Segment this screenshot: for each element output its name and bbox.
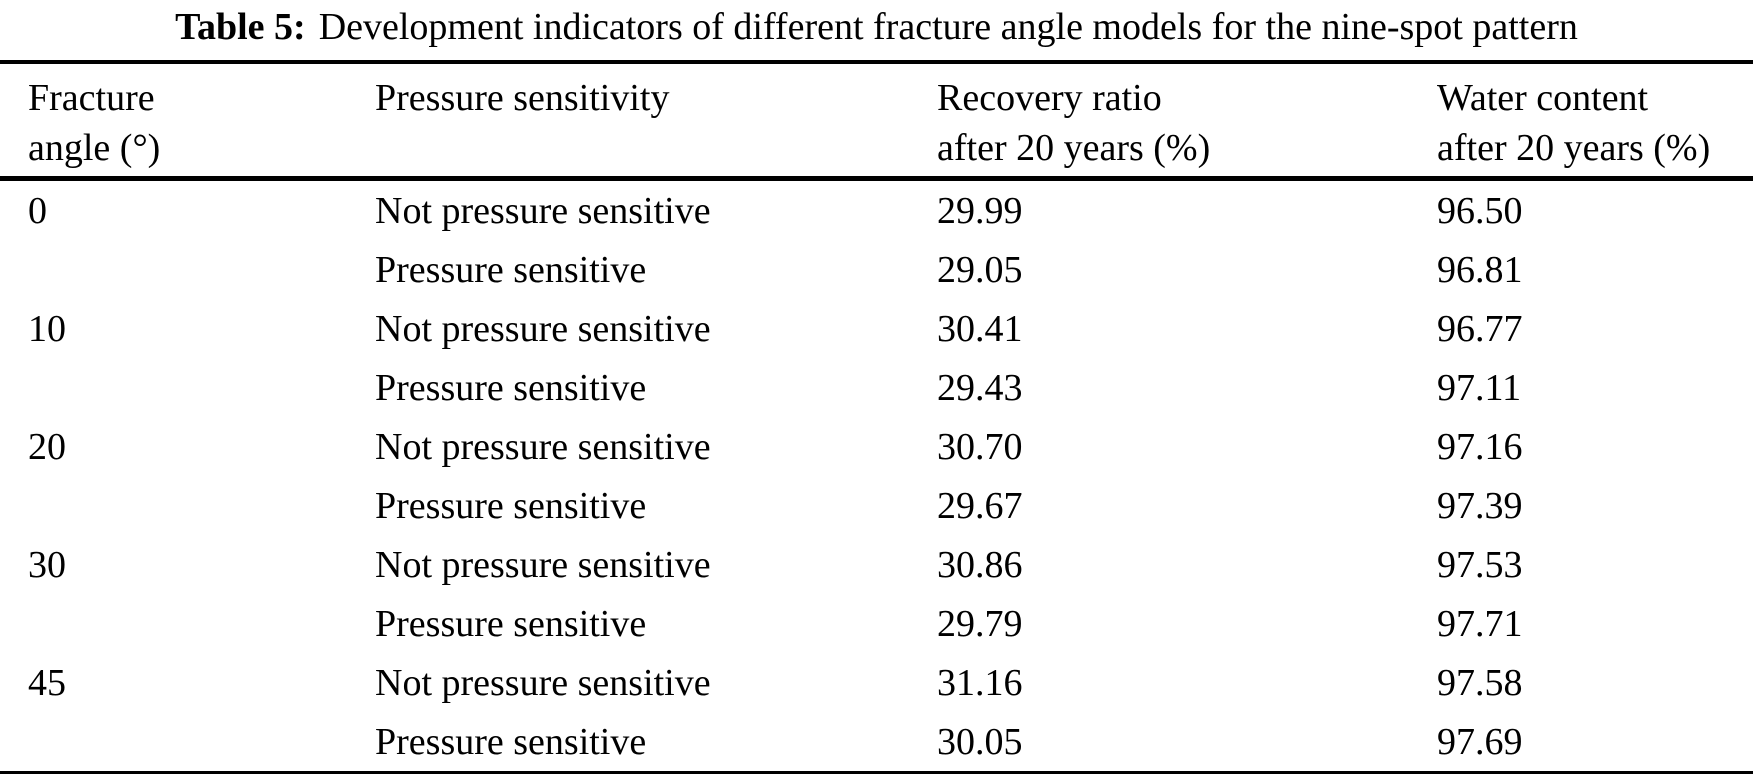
header-water-content-line2: after 20 years (%) bbox=[1437, 127, 1711, 169]
header-water-content-line1: Water content bbox=[1437, 77, 1649, 119]
table-cell bbox=[0, 712, 375, 774]
table-row: 45 Not pressure sensitive 31.16 97.58 bbox=[0, 653, 1753, 712]
table-cell: Pressure sensitive bbox=[375, 484, 647, 527]
table-cell: 96.81 bbox=[1437, 248, 1523, 291]
table-row: Pressure sensitive 29.05 96.81 bbox=[0, 240, 1753, 299]
table-row: 0 Not pressure sensitive 29.99 96.50 bbox=[0, 179, 1753, 241]
table-cell: 29.67 bbox=[937, 484, 1023, 527]
table-cell: Not pressure sensitive bbox=[375, 425, 711, 468]
table-cell: 10 bbox=[28, 307, 66, 350]
header-recovery-ratio-line1: Recovery ratio bbox=[937, 77, 1162, 119]
header-pressure-sensitivity: Pressure sensitivity bbox=[375, 62, 937, 181]
header-row: Fracture angle (°) Pressure sensitivity … bbox=[0, 62, 1753, 181]
table-cell: 97.11 bbox=[1437, 366, 1522, 409]
table-cell: 97.69 bbox=[1437, 720, 1523, 763]
table-row: Pressure sensitive 29.43 97.11 bbox=[0, 358, 1753, 417]
table-cell: Pressure sensitive bbox=[375, 366, 647, 409]
table-cell: 29.43 bbox=[937, 366, 1023, 409]
table-cell: Not pressure sensitive bbox=[375, 661, 711, 704]
header-pressure-sensitivity-line1: Pressure sensitivity bbox=[375, 77, 670, 119]
table-caption-number: Table 5: bbox=[175, 6, 306, 48]
table-row: Pressure sensitive 29.67 97.39 bbox=[0, 476, 1753, 535]
table-cell: 30 bbox=[28, 543, 66, 586]
table-row: 30 Not pressure sensitive 30.86 97.53 bbox=[0, 535, 1753, 594]
table-cell: 96.50 bbox=[1437, 189, 1523, 232]
table-cell: 29.79 bbox=[937, 602, 1023, 645]
table-cell: 45 bbox=[28, 661, 66, 704]
table-cell: Not pressure sensitive bbox=[375, 307, 711, 350]
table-cell bbox=[0, 358, 375, 417]
table-cell: 0 bbox=[28, 189, 47, 232]
table-cell: 31.16 bbox=[937, 661, 1023, 704]
table-cell: 20 bbox=[28, 425, 66, 468]
table-cell: Pressure sensitive bbox=[375, 602, 647, 645]
header-fracture-angle-line2: angle (°) bbox=[28, 127, 161, 169]
table-caption: Table 5: Development indicators of differ… bbox=[0, 0, 1753, 49]
header-recovery-ratio: Recovery ratio after 20 years (%) bbox=[937, 62, 1437, 181]
table-caption-text: Development indicators of different frac… bbox=[318, 6, 1578, 48]
table-cell: Not pressure sensitive bbox=[375, 543, 711, 586]
header-fracture-angle-line1: Fracture bbox=[28, 77, 155, 119]
table-cell: 97.16 bbox=[1437, 425, 1523, 468]
header-fracture-angle: Fracture angle (°) bbox=[0, 62, 375, 181]
table-cell: 30.86 bbox=[937, 543, 1023, 586]
development-indicators-table: Fracture angle (°) Pressure sensitivity … bbox=[0, 60, 1753, 774]
table-cell: 30.05 bbox=[937, 720, 1023, 763]
table-cell: 97.71 bbox=[1437, 602, 1523, 645]
table-cell: Not pressure sensitive bbox=[375, 189, 711, 232]
table-row: Pressure sensitive 29.79 97.71 bbox=[0, 594, 1753, 653]
table-cell: 30.41 bbox=[937, 307, 1023, 350]
table-row: Pressure sensitive 30.05 97.69 bbox=[0, 712, 1753, 774]
table-cell bbox=[0, 476, 375, 535]
table-cell: 97.58 bbox=[1437, 661, 1523, 704]
table-cell: Pressure sensitive bbox=[375, 248, 647, 291]
table-cell bbox=[0, 240, 375, 299]
header-water-content: Water content after 20 years (%) bbox=[1437, 62, 1753, 181]
table-row: 10 Not pressure sensitive 30.41 96.77 bbox=[0, 299, 1753, 358]
header-recovery-ratio-line2: after 20 years (%) bbox=[937, 127, 1211, 169]
table-cell: 29.05 bbox=[937, 248, 1023, 291]
table-cell: 97.39 bbox=[1437, 484, 1523, 527]
table-cell bbox=[0, 594, 375, 653]
table-cell: 97.53 bbox=[1437, 543, 1523, 586]
table-row: 20 Not pressure sensitive 30.70 97.16 bbox=[0, 417, 1753, 476]
table-cell: 30.70 bbox=[937, 425, 1023, 468]
table-cell: Pressure sensitive bbox=[375, 720, 647, 763]
table-cell: 29.99 bbox=[937, 189, 1023, 232]
table-cell: 96.77 bbox=[1437, 307, 1523, 350]
